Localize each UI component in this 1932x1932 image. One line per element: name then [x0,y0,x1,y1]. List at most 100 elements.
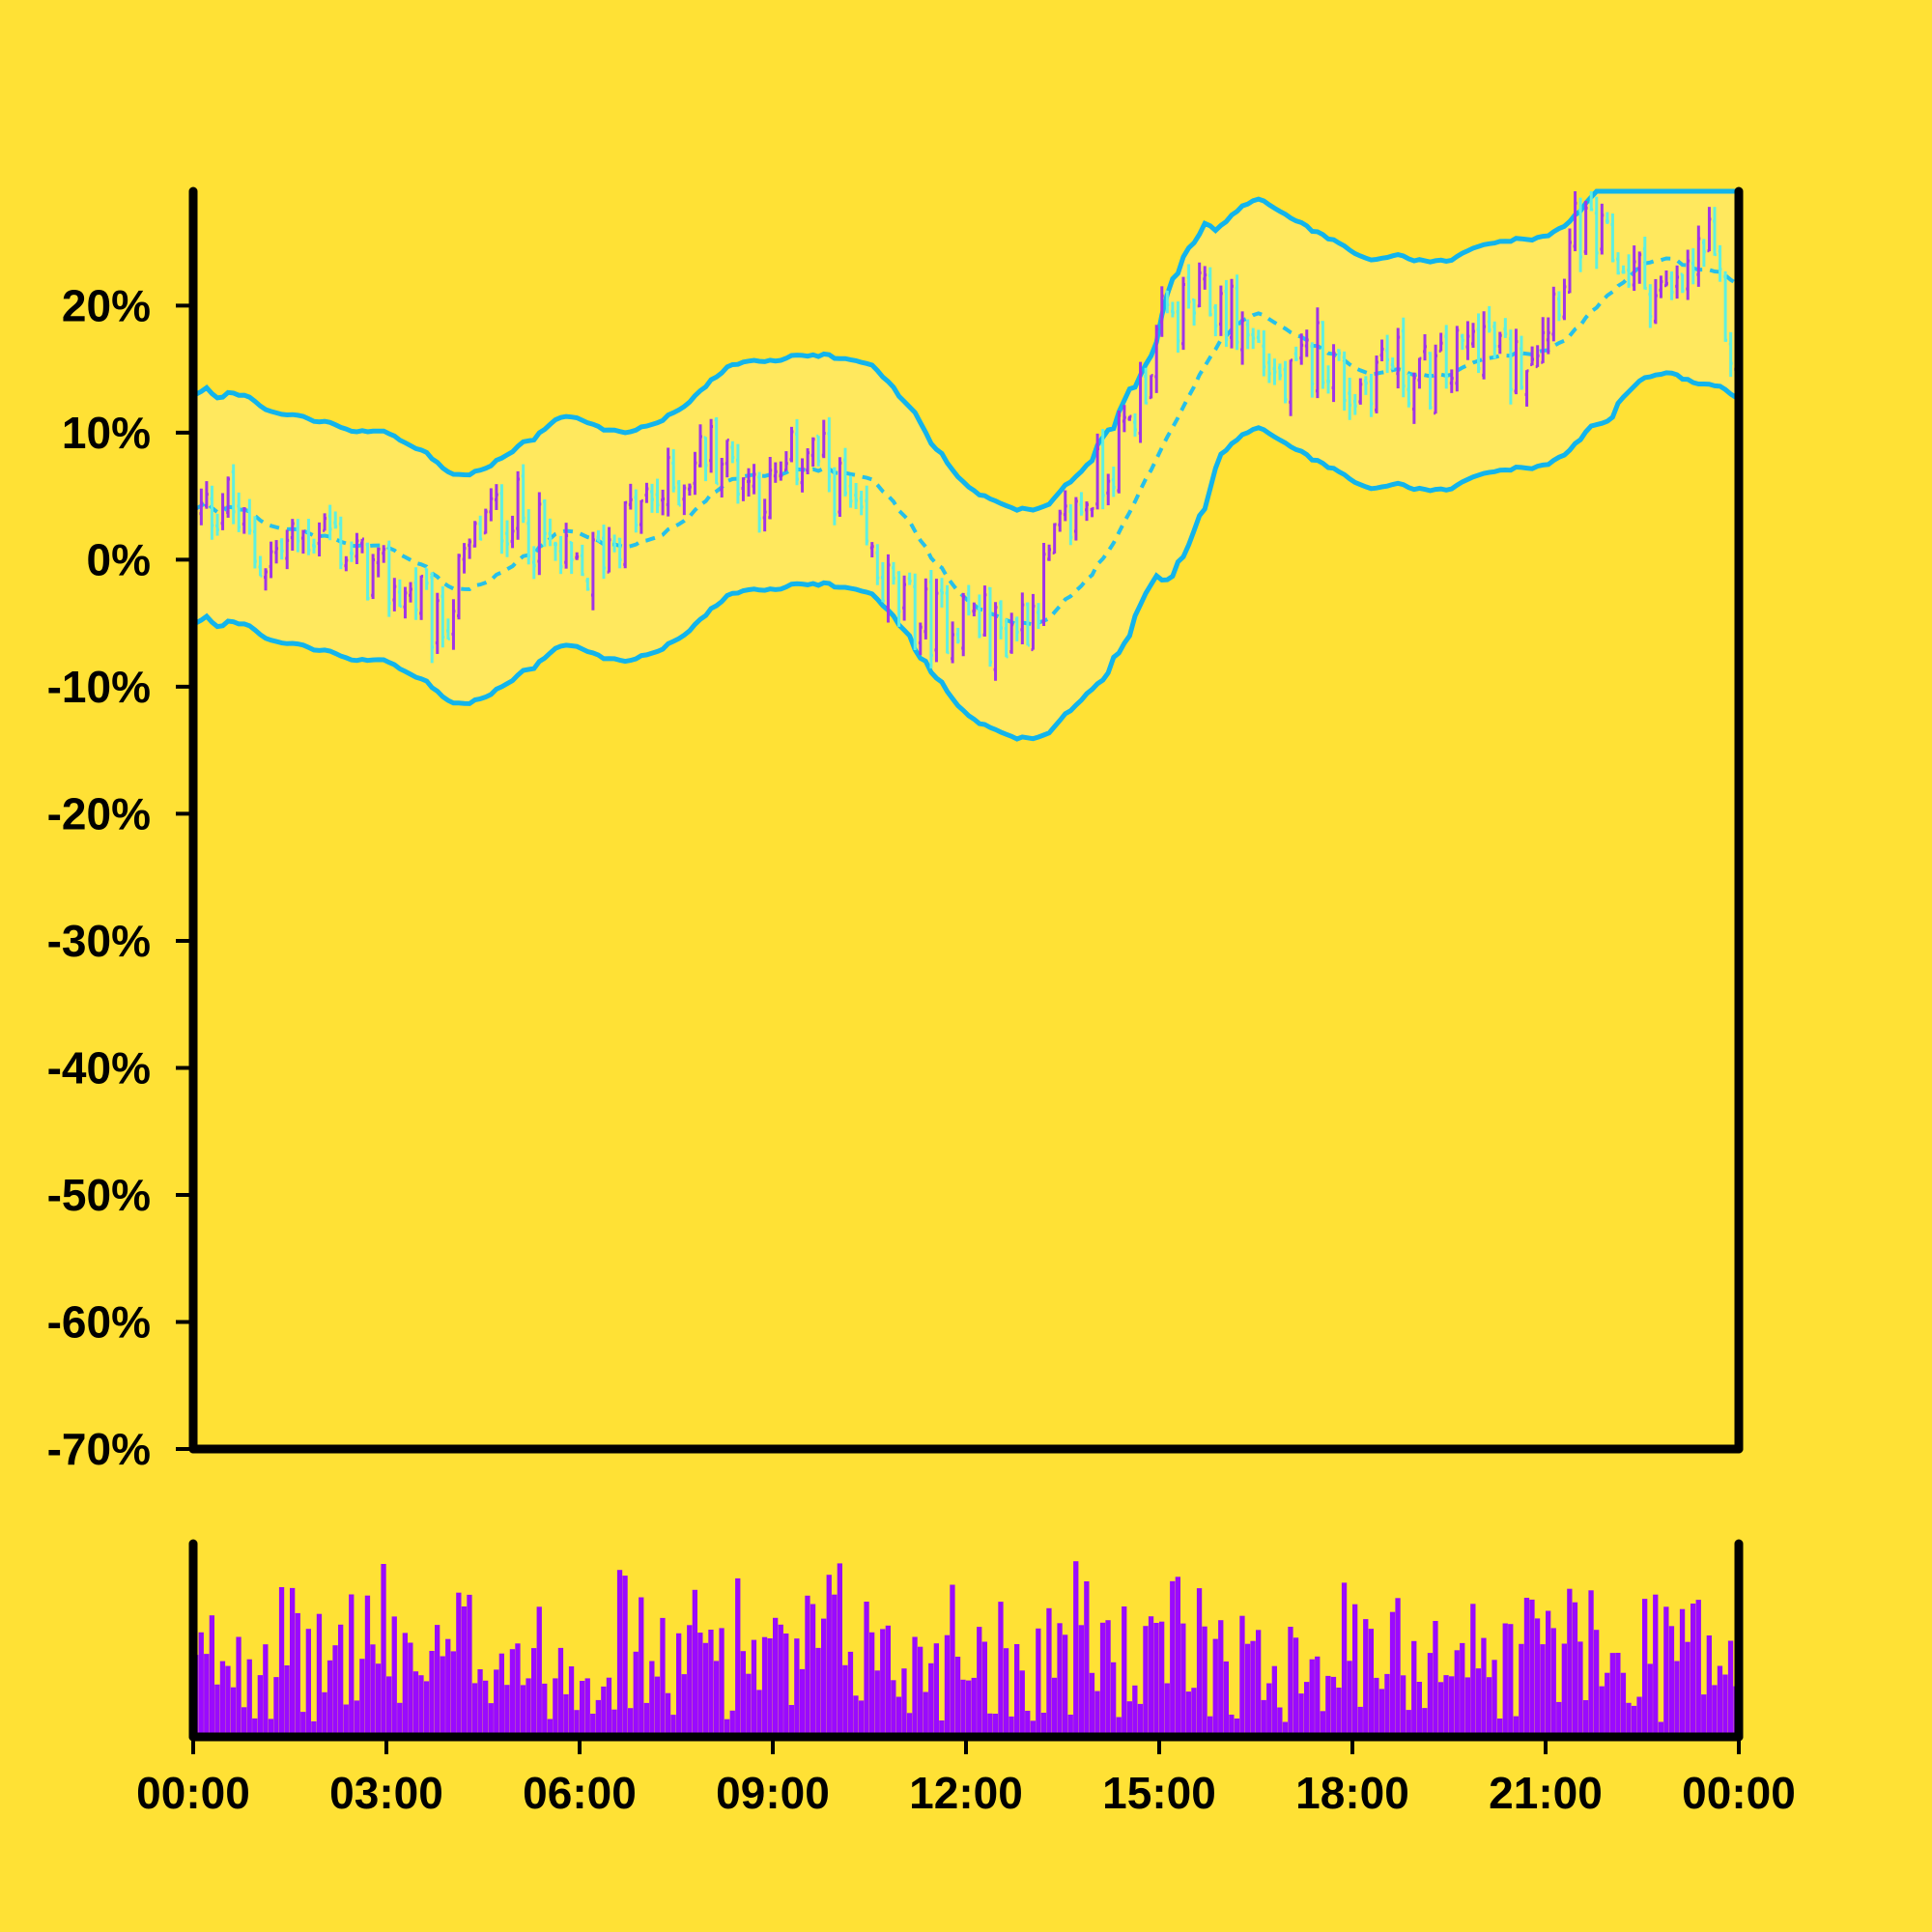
volume-bar [697,1633,703,1737]
volume-bar [767,1638,773,1737]
x-tick-label: 06:00 [523,1768,637,1818]
volume-bar [746,1673,752,1737]
ohlc-bar [1487,305,1492,333]
ohlc-bar [296,519,300,553]
ohlc-bar [945,584,950,655]
ohlc-bar [1568,228,1572,295]
volume-bar [933,1643,939,1737]
volume-bar [1717,1665,1723,1737]
volume-bar [1122,1606,1127,1737]
y-tick-label: -30% [47,916,151,966]
ohlc-bar [1627,254,1632,288]
ohlc-bar [1444,325,1449,389]
ohlc-bar [440,585,445,648]
ohlc-bar [548,518,553,547]
ohlc-bar [242,507,246,534]
volume-bar [628,1708,634,1737]
volume-bar [1636,1696,1642,1737]
volume-bar [542,1683,548,1737]
ohlc-bar [590,531,595,611]
volume-bar [553,1678,558,1737]
volume-bar [354,1700,359,1737]
ohlc-bar [1551,286,1556,342]
ohlc-bar [1348,377,1352,420]
volume-bar [1378,1689,1385,1737]
ohlc-bar [724,438,729,478]
volume-bar [654,1676,661,1737]
ohlc-bar [1331,344,1336,403]
ohlc-bar [1266,353,1271,384]
volume-bar [1288,1627,1293,1737]
ohlc-bar [1100,428,1105,510]
ohlc-bar [1664,270,1668,288]
ohlc-bar [300,529,305,554]
volume-bar [1170,1580,1176,1737]
volume-bar [1320,1711,1325,1737]
volume-bar [531,1648,537,1737]
volume-bar [885,1625,891,1737]
volume-bar [1309,1659,1315,1737]
ohlc-bar [623,500,628,569]
volume-bar [783,1634,789,1737]
ohlc-bar [537,492,542,576]
volume-bar [622,1576,628,1737]
volume-bar [1030,1720,1036,1737]
volume-bar [1347,1661,1352,1737]
volume-bar [209,1615,214,1737]
ohlc-bar [285,529,290,570]
volume-bar [477,1669,483,1737]
ohlc-bar [312,538,316,554]
volume-bar [864,1602,869,1737]
volume-bar [966,1680,972,1737]
ohlc-bar [1337,349,1342,361]
ohlc-bar [199,488,204,526]
ohlc-bar [951,621,955,664]
ohlc-bar [338,516,343,570]
ohlc-bar [961,592,966,657]
volume-bar [408,1642,413,1737]
ohlc-bar [499,484,504,554]
volume-bar [305,1629,311,1737]
ohlc-bar [1465,321,1470,360]
ohlc-bar [1396,327,1401,389]
ohlc-bar [1256,329,1261,344]
volume-bar [563,1693,569,1737]
ohlc-bar [1669,271,1674,300]
ohlc-bar [569,540,574,574]
volume-bar [1631,1705,1637,1737]
ohlc-bar [1541,317,1546,364]
ohlc-bar [1690,248,1695,285]
volume-bar [1626,1702,1632,1737]
ohlc-bar [1149,374,1153,400]
volume-bar [1679,1608,1686,1737]
ohlc-bar [1144,367,1149,405]
ohlc-bar [1460,333,1464,351]
x-tick-label: 03:00 [329,1768,443,1818]
volume-bar [981,1641,987,1737]
volume-bar [928,1662,934,1737]
volume-bar [1330,1676,1337,1737]
volume-bar [278,1587,285,1737]
ohlc-bar [1562,278,1567,321]
ohlc-bar [1272,358,1277,385]
ohlc-bar [1659,275,1663,298]
volume-bar [1668,1626,1675,1737]
volume-bar [874,1670,880,1737]
volume-bar [435,1625,440,1737]
volume-bar [1540,1644,1546,1737]
ohlc-bar [955,627,960,644]
volume-bar [1099,1622,1106,1737]
volume-bar [1116,1717,1122,1737]
volume-bar [1454,1650,1460,1737]
ohlc-bar [1696,225,1701,287]
ohlc-bar [424,567,429,590]
volume-bar [954,1657,961,1737]
volume-bar [1223,1661,1229,1737]
ohlc-bar [1197,262,1202,308]
volume-bar [1701,1694,1707,1737]
ohlc-bar [462,543,467,574]
ohlc-bar [575,552,580,560]
ohlc-bar [279,538,284,560]
ohlc-bar [821,419,826,459]
y-tick-label: -50% [47,1170,151,1220]
